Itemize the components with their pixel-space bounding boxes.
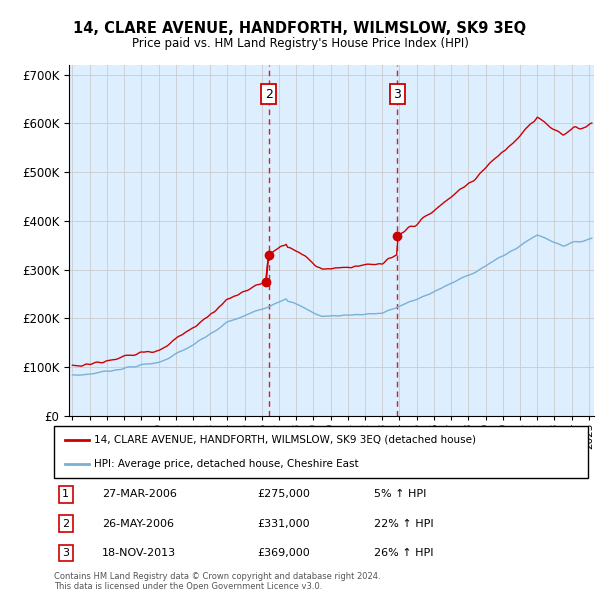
Text: £331,000: £331,000 bbox=[257, 519, 310, 529]
Text: 27-MAR-2006: 27-MAR-2006 bbox=[102, 489, 177, 499]
Text: £369,000: £369,000 bbox=[257, 548, 310, 558]
Text: 14, CLARE AVENUE, HANDFORTH, WILMSLOW, SK9 3EQ: 14, CLARE AVENUE, HANDFORTH, WILMSLOW, S… bbox=[73, 21, 527, 35]
Text: HPI: Average price, detached house, Cheshire East: HPI: Average price, detached house, Ches… bbox=[94, 459, 359, 469]
Text: 2: 2 bbox=[265, 88, 272, 101]
Text: Contains HM Land Registry data © Crown copyright and database right 2024.: Contains HM Land Registry data © Crown c… bbox=[54, 572, 380, 581]
Text: 2: 2 bbox=[62, 519, 70, 529]
Text: 26-MAY-2006: 26-MAY-2006 bbox=[102, 519, 174, 529]
Text: Price paid vs. HM Land Registry's House Price Index (HPI): Price paid vs. HM Land Registry's House … bbox=[131, 37, 469, 50]
Text: This data is licensed under the Open Government Licence v3.0.: This data is licensed under the Open Gov… bbox=[54, 582, 322, 590]
Text: 14, CLARE AVENUE, HANDFORTH, WILMSLOW, SK9 3EQ (detached house): 14, CLARE AVENUE, HANDFORTH, WILMSLOW, S… bbox=[94, 435, 476, 445]
Text: 22% ↑ HPI: 22% ↑ HPI bbox=[374, 519, 434, 529]
Text: 3: 3 bbox=[394, 88, 401, 101]
Text: 26% ↑ HPI: 26% ↑ HPI bbox=[374, 548, 434, 558]
Text: 5% ↑ HPI: 5% ↑ HPI bbox=[374, 489, 427, 499]
Text: 18-NOV-2013: 18-NOV-2013 bbox=[102, 548, 176, 558]
Text: £275,000: £275,000 bbox=[257, 489, 310, 499]
Text: 1: 1 bbox=[62, 489, 69, 499]
Text: 3: 3 bbox=[62, 548, 69, 558]
